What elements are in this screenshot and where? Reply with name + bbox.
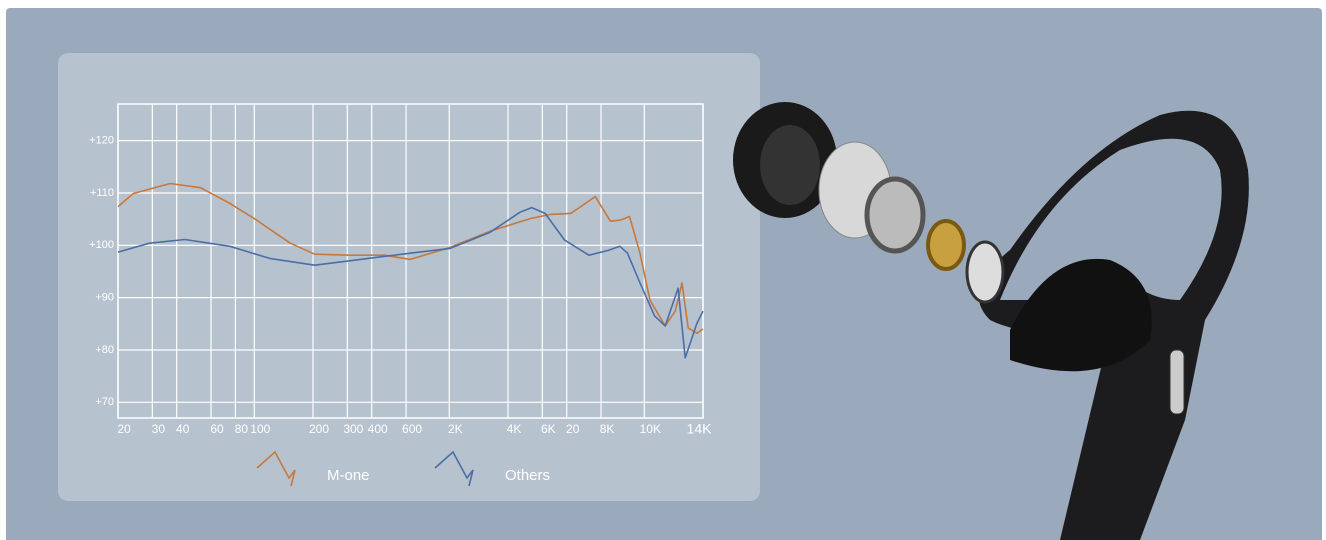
chart-card xyxy=(58,53,760,501)
x-tick-label: 100 xyxy=(250,422,270,436)
x-tick-label: 300 xyxy=(343,422,363,436)
y-tick-label: +100 xyxy=(89,239,114,251)
x-tick-label: 60 xyxy=(210,422,224,436)
x-tick-label: 400 xyxy=(368,422,388,436)
x-tick-label: 600 xyxy=(402,422,422,436)
y-tick-label: +70 xyxy=(95,396,114,408)
x-tick-label: 200 xyxy=(309,422,329,436)
x-tick-label: 10K xyxy=(640,422,661,436)
y-tick-label: +110 xyxy=(90,187,114,199)
earbud-illustration xyxy=(733,102,1249,540)
legend-swatch xyxy=(256,450,296,487)
y-tick-label: +120 xyxy=(89,135,114,147)
line-series xyxy=(117,206,704,359)
x-tick-label: 6K xyxy=(541,422,556,436)
legend-label: M-one xyxy=(327,467,370,484)
x-tick-label: 80 xyxy=(235,422,249,436)
line-series xyxy=(117,182,704,334)
y-tick-label: +80 xyxy=(95,344,114,356)
x-tick-label: 4K xyxy=(507,422,522,436)
x-tick-label: 30 xyxy=(152,422,166,436)
x-tick-label: 20 xyxy=(566,422,580,436)
x-tick-label: 20 xyxy=(117,422,131,436)
legend-label: Others xyxy=(505,467,550,484)
y-tick-label: +90 xyxy=(95,292,114,304)
x-tick-label: 8K xyxy=(600,422,615,436)
x-tick-label: 2K xyxy=(448,422,463,436)
x-tick-label: 14K xyxy=(687,421,713,437)
x-tick-label: 40 xyxy=(176,422,190,436)
legend-swatch xyxy=(434,450,474,487)
